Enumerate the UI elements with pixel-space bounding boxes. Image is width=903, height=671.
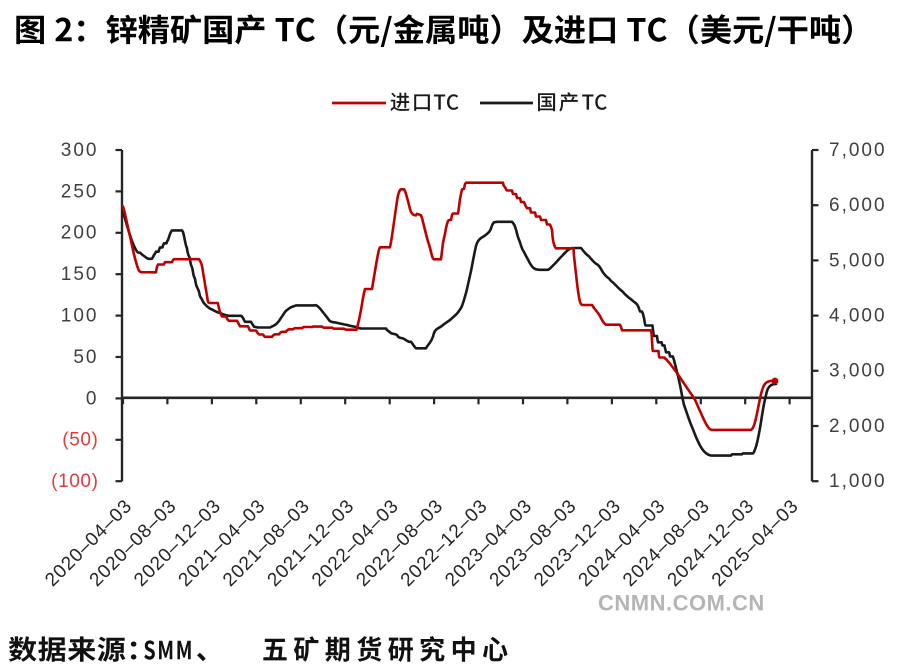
- svg-text:200: 200: [61, 223, 99, 244]
- svg-text:150: 150: [61, 264, 99, 285]
- svg-text:100: 100: [61, 306, 99, 327]
- svg-text:1,000: 1,000: [829, 471, 887, 492]
- svg-text:3,000: 3,000: [829, 361, 887, 382]
- svg-text:(50): (50): [62, 430, 98, 451]
- svg-text:(100): (100): [51, 471, 98, 492]
- svg-text:2,000: 2,000: [829, 416, 887, 437]
- svg-text:300: 300: [61, 140, 99, 161]
- svg-text:CNMN.COM.CN: CNMN.COM.CN: [598, 591, 765, 616]
- svg-text:250: 250: [61, 181, 99, 202]
- svg-text:5,000: 5,000: [829, 250, 887, 271]
- svg-text:6,000: 6,000: [829, 195, 887, 216]
- svg-text:4,000: 4,000: [829, 306, 887, 327]
- svg-text:50: 50: [73, 347, 98, 368]
- svg-text:7,000: 7,000: [829, 140, 887, 161]
- svg-text:0: 0: [86, 388, 99, 409]
